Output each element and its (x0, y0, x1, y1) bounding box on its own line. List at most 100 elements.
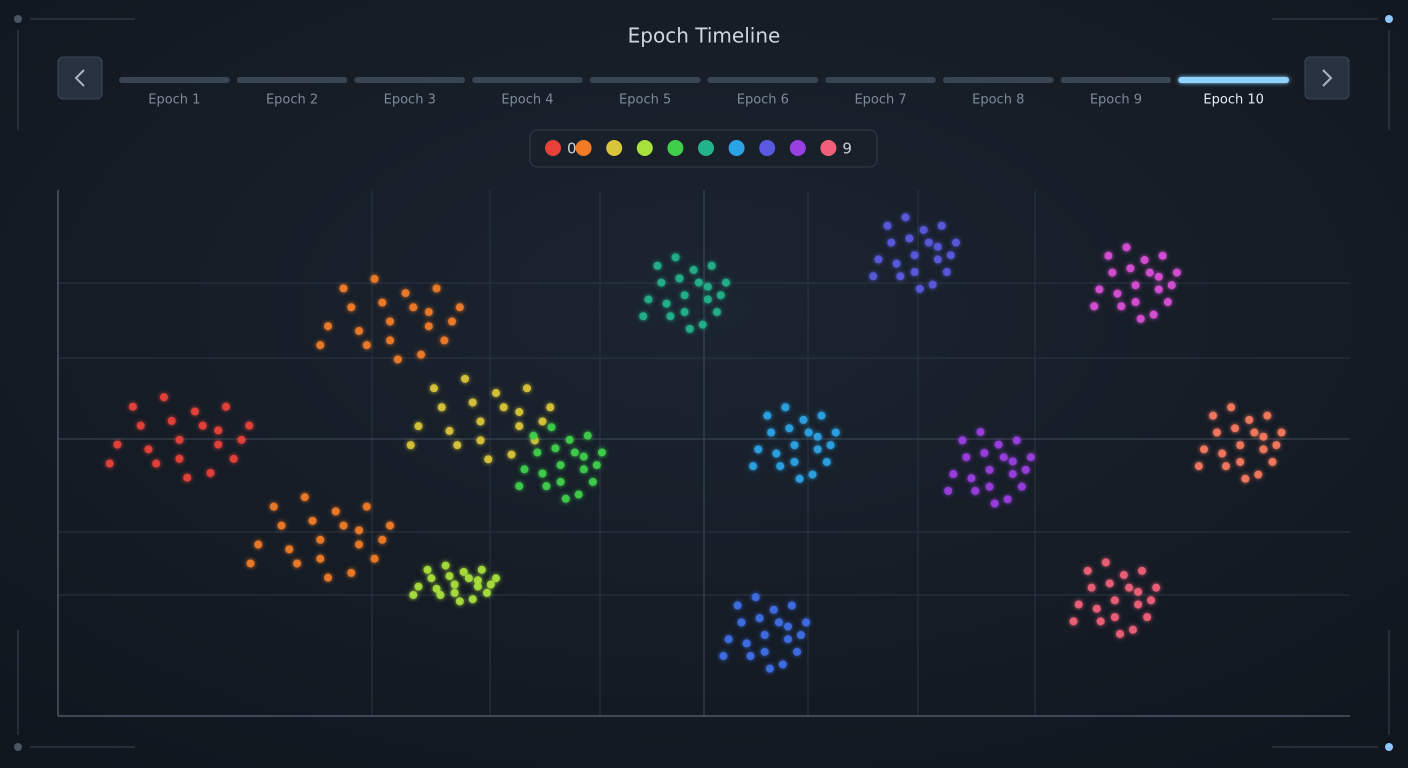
point (712, 308, 721, 317)
epoch-step[interactable]: Epoch 4 (472, 77, 583, 108)
point (1101, 558, 1110, 567)
point (538, 469, 547, 478)
point (460, 374, 469, 383)
point (214, 440, 223, 449)
point (760, 630, 769, 639)
point (1147, 596, 1156, 605)
point (1137, 566, 1146, 575)
point (427, 574, 436, 583)
epoch-step[interactable]: Epoch 9 (1060, 77, 1172, 108)
point (386, 336, 395, 345)
epoch-step[interactable]: Epoch 8 (942, 77, 1054, 108)
point (1277, 428, 1286, 437)
point (790, 441, 799, 450)
point (990, 499, 999, 508)
point (574, 490, 583, 499)
epoch-label: Epoch 4 (501, 93, 553, 108)
point (183, 473, 192, 482)
legend-label: 9 (842, 140, 852, 158)
epoch-step[interactable]: Epoch 10 (1178, 77, 1289, 108)
point (967, 474, 976, 483)
point (1241, 474, 1250, 483)
point (962, 453, 971, 462)
point-cluster (1194, 403, 1286, 483)
point (370, 554, 379, 563)
point (437, 403, 446, 412)
point (928, 280, 937, 289)
point (1154, 272, 1163, 281)
epoch-segment (825, 77, 936, 83)
epoch-label: Epoch 9 (1090, 93, 1142, 108)
point (754, 445, 763, 454)
next-button[interactable] (1304, 56, 1350, 100)
point (355, 526, 364, 535)
point (919, 225, 928, 234)
epoch-step[interactable]: Epoch 6 (707, 77, 819, 108)
epoch-step[interactable]: Epoch 7 (825, 77, 936, 108)
point (1218, 449, 1227, 458)
frame-dot (1385, 15, 1393, 23)
epoch-step[interactable]: Epoch 5 (589, 77, 701, 108)
point (755, 614, 764, 623)
point (1136, 314, 1145, 323)
epoch-label: Epoch 5 (619, 93, 671, 108)
legend-swatch (575, 140, 592, 156)
point (324, 573, 333, 582)
epoch-step[interactable]: Epoch 3 (354, 77, 466, 108)
point (546, 403, 555, 412)
legend-swatch (606, 140, 623, 156)
point (763, 411, 772, 420)
point (570, 448, 579, 457)
point (347, 568, 356, 577)
point (507, 450, 516, 459)
point (985, 465, 994, 474)
point (1152, 583, 1161, 592)
point (588, 477, 597, 486)
point (793, 647, 802, 656)
epoch-step[interactable]: Epoch 2 (236, 77, 348, 108)
point (136, 421, 145, 430)
point (556, 461, 565, 470)
prev-button[interactable] (57, 56, 103, 100)
point (1250, 428, 1259, 437)
point (339, 521, 348, 530)
point (944, 486, 953, 495)
point (924, 238, 933, 247)
point (703, 295, 712, 304)
point (737, 618, 746, 627)
point (476, 417, 485, 426)
epoch-step[interactable]: Epoch 1 (119, 77, 230, 108)
point (1134, 587, 1143, 596)
point (1108, 268, 1117, 277)
point (542, 482, 551, 491)
point (308, 516, 317, 525)
point (680, 308, 689, 317)
point (1259, 445, 1268, 454)
point (1158, 251, 1167, 260)
point (579, 452, 588, 461)
point (1268, 457, 1277, 466)
point (362, 341, 371, 350)
point (831, 428, 840, 437)
point (1167, 281, 1176, 290)
point (1128, 625, 1137, 634)
point (515, 482, 524, 491)
point (1110, 596, 1119, 605)
frame (17, 18, 1390, 748)
point (370, 274, 379, 283)
point (237, 435, 246, 444)
point (910, 268, 919, 277)
point (473, 576, 482, 585)
point (1008, 457, 1017, 466)
point (1087, 583, 1096, 592)
point (694, 278, 703, 287)
point (448, 317, 457, 326)
legend-label: 0 (567, 140, 577, 158)
point (822, 457, 831, 466)
point (1125, 583, 1134, 592)
point (522, 384, 531, 393)
point (1090, 302, 1099, 311)
point (689, 265, 698, 274)
point (482, 588, 491, 597)
